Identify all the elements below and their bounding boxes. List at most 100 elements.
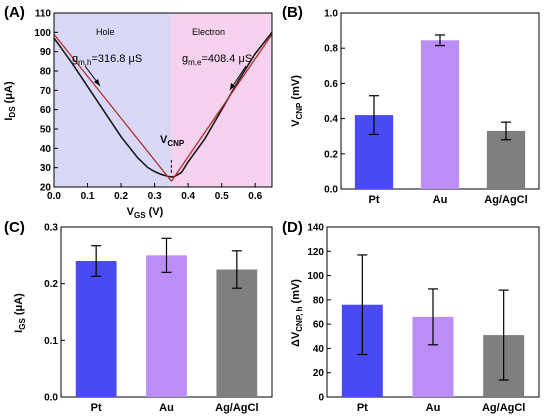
panel-d-ytick-label: 120 [307,247,324,258]
panel-c-ytick-label: 0.3 [44,223,58,234]
panel-a-annot-electron-main: g [182,53,188,65]
panel-b-ytick-label: 0.4 [324,114,338,125]
panel-c-bar [216,269,258,397]
panel-d-ytick-label: 0 [318,393,324,404]
panel-b-plot: 0.0 0.2 0.4 0.6 0.8 1.0 Pt Au Ag/AgCl [324,9,540,206]
panel-c-ytick-label: 0.2 [44,279,58,290]
panel-b-category-label: Ag/AgCl [484,194,527,206]
panel-a-annot-hole-sub: m,h [78,58,91,67]
panel-c-category-label: Ag/AgCl [215,402,258,414]
panel-a-xtick-label: 0.2 [114,191,128,202]
panel-a-region-hole [54,13,172,187]
panel-c-ytick-label: 0.0 [44,393,58,404]
panel-a-hole-arrow-head [94,79,100,86]
panel-a-fit-line [170,33,273,182]
panel-b-ylabel: VCNP (mV) [290,75,304,127]
panel-a-xtick-label: 0.0 [47,191,61,202]
panel-a-region-electron [171,13,272,187]
panel-a-xtick-label: 0.4 [181,191,195,202]
panel-a-annot-hole-main: g [72,53,78,65]
panel-d-ylabel: ΔVCNP, h (mV) [290,279,304,347]
panel-c-plot: 0.0 0.1 0.2 0.3 Pt Au Ag/AgCl [44,223,273,414]
panel-a-ytick-label: 70 [40,86,52,97]
panel-b-ylabel-unit: (mV) [290,75,302,103]
panel-a-annot-electron-value: =408.4 μS [201,53,252,65]
panel-a-ylabel-unit: (μA) [3,81,15,106]
panel-a-xlabel-main: V [127,206,135,218]
panel-a: (A) Hole Electron 0.0 0.1 0.2 0.3 0.4 0.5 0.6 2… [3,4,273,220]
panel-b-category-label: Au [433,194,448,206]
panel-a-xtick-label: 0.5 [215,191,229,202]
panel-a-ytick-label: 30 [40,163,52,174]
panel-b-ytick-label: 1.0 [324,9,338,20]
panel-a-label: (A) [4,4,25,21]
panel-d-ytick-label: 80 [313,295,325,306]
panel-d-ylabel-sub: CNP, h [295,306,304,331]
panel-a-annot-electron: gm,e=408.4 μS [182,53,252,67]
panel-a-ylabel-sub: DS [8,106,17,118]
panel-a-annot-cnp-main: V [160,134,168,146]
panel-b: (B) 0.0 0.2 0.4 0.6 0.8 1.0 Pt Au Ag/AgCl VCNP (… [282,4,540,206]
panel-a-ytick-label: 90 [40,47,52,58]
panel-a-xtick-label: 0.1 [81,191,95,202]
panel-a-annot-hole: gm,h=316.8 μS [72,53,142,67]
panel-c-ylabel-sub: GS [18,318,27,330]
panel-a-ticks: 0.0 0.1 0.2 0.3 0.4 0.5 0.6 20 30 40 50 60 70 80 90 100… [34,9,262,203]
panel-a-xtick-label: 0.3 [148,191,162,202]
panel-a-annot-hole-value: =316.8 μS [91,53,142,65]
panel-a-curves [53,31,273,182]
panel-a-electron-arrow-head [230,83,235,90]
panel-d-ylabel-unit: (mV) [290,279,302,307]
panel-b-ytick-label: 0.2 [324,149,338,160]
panel-c-category-label: Au [159,402,174,414]
panel-d-ytick-label: 60 [313,320,325,331]
panel-a-ytick-label: 40 [40,144,52,155]
panel-a-xlabel-sub: GS [134,211,146,220]
panel-a-region-electron-label: Electron [192,27,225,37]
panel-b-ytick-label: 0.0 [324,185,338,196]
panel-a-ytick-label: 60 [40,105,52,116]
panel-d-label: (D) [282,219,303,236]
panel-d-ytick-label: 20 [313,368,325,379]
panel-d-ytick-label: 140 [307,223,324,234]
panel-d-ytick-label: 40 [313,344,325,355]
panel-a-xtick-label: 0.6 [248,191,262,202]
panel-d-plot: 0 20 40 60 80 100 120 140 Pt Au Ag/AgCl [307,223,540,414]
panel-a-region-hole-label: Hole [96,27,115,37]
panel-b-ytick-label: 0.6 [324,79,338,90]
panel-c-ytick-label: 0.1 [44,336,58,347]
panel-b-ytick-label: 0.8 [324,44,338,55]
panel-a-annot-cnp-sub: CNP [167,139,185,148]
panel-a-ylabel-main: I [3,118,15,121]
panel-a-annot-electron-sub: m,e [188,58,202,67]
panel-c-category-label: Pt [91,402,102,414]
panel-c-bar [146,255,187,397]
panel-a-xlabel-unit: (V) [146,206,164,218]
panel-b-label: (B) [282,4,303,21]
panel-d-category-label: Ag/AgCl [482,402,525,414]
panel-a-xlabel: VGS (V) [127,206,164,220]
panel-c: (C) 0.0 0.1 0.2 0.3 Pt Au Ag/AgCl IGS (μA) [4,219,273,414]
panel-a-frame [53,12,273,188]
panel-c-bar [75,261,117,397]
panel-a-ylabel: IDS (μA) [3,81,17,121]
panel-a-ytick-label: 50 [40,125,52,136]
panel-c-ylabel-unit: (μA) [13,293,25,318]
panel-d-ylabel-main: ΔV [290,331,302,347]
panel-c-label: (C) [4,219,25,236]
panel-a-ytick-label: 100 [34,28,51,39]
panel-b-bar [420,40,460,189]
panel-a-ytick-label: 80 [40,67,52,78]
panel-a-annot-cnp: VCNP [160,134,185,148]
panel-d-ytick-label: 100 [307,271,324,282]
panel-d-category-label: Au [426,402,441,414]
panel-a-ytick-label: 20 [40,183,52,194]
panel-b-ylabel-sub: CNP [295,102,304,120]
panel-b-bar [486,130,526,189]
panel-d: (D) 0 20 40 60 80 100 120 140 Pt Au Ag/AgCl ΔVCNP,… [282,219,540,414]
panel-b-ylabel-main: V [290,119,302,127]
panel-c-ylabel: IGS (μA) [13,293,27,333]
panel-a-ytick-label: 110 [35,9,52,20]
panel-b-category-label: Pt [369,194,380,206]
